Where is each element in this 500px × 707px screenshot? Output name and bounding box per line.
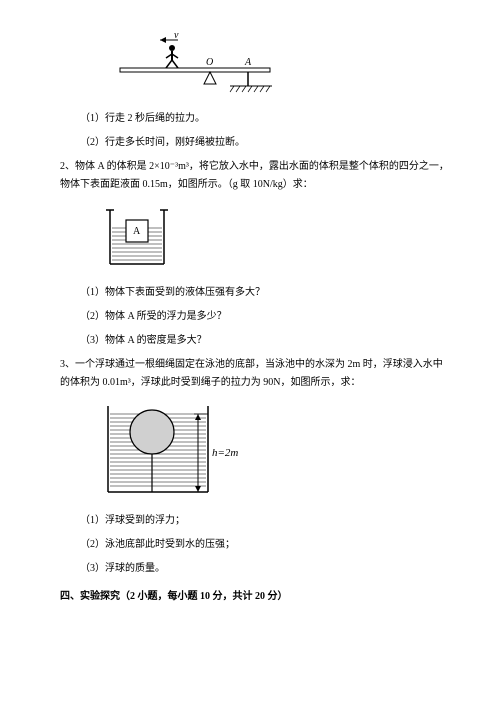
q3-sub1: （1）浮球受到的浮力； xyxy=(80,512,450,530)
q3-stem: 3、一个浮球通过一根细绳固定在泳池的底部，当泳池中的水深为 2m 时，浮球浸入水… xyxy=(60,356,450,392)
depth-label: h=2m xyxy=(212,447,238,459)
q1-sub1: （1）行走 2 秒后绳的拉力。 xyxy=(80,110,450,128)
o-label: O xyxy=(206,57,213,68)
pool-ball-diagram: h=2m xyxy=(100,400,260,500)
q2-stem: 2、物体 A 的体积是 2×10⁻³m³，将它放入水中，露出水面的体积是整个体积… xyxy=(60,158,450,194)
v-label: v xyxy=(174,30,179,41)
q2-sub2: （2）物体 A 所受的浮力是多少？ xyxy=(80,308,450,326)
block-a-label: A xyxy=(133,226,141,237)
beaker-diagram: A xyxy=(100,202,180,272)
q2-figure: A xyxy=(100,202,450,272)
q2-sub1: （1）物体下表面受到的液体压强有多大？ xyxy=(80,284,450,302)
section4-title: 四、实验探究（2 小题，每小题 10 分，共计 20 分） xyxy=(60,588,450,606)
q1-figure: v O A xyxy=(100,28,450,98)
a-label: A xyxy=(244,57,252,68)
lever-diagram: v O A xyxy=(100,28,280,98)
q3-sub3: （3）浮球的质量。 xyxy=(80,560,450,578)
q3-sub2: （2）泳池底部此时受到水的压强； xyxy=(80,536,450,554)
q2-sub3: （3）物体 A 的密度是多大？ xyxy=(80,332,450,350)
q1-sub2: （2）行走多长时间，刚好绳被拉断。 xyxy=(80,134,450,152)
q3-figure: h=2m xyxy=(100,400,450,500)
